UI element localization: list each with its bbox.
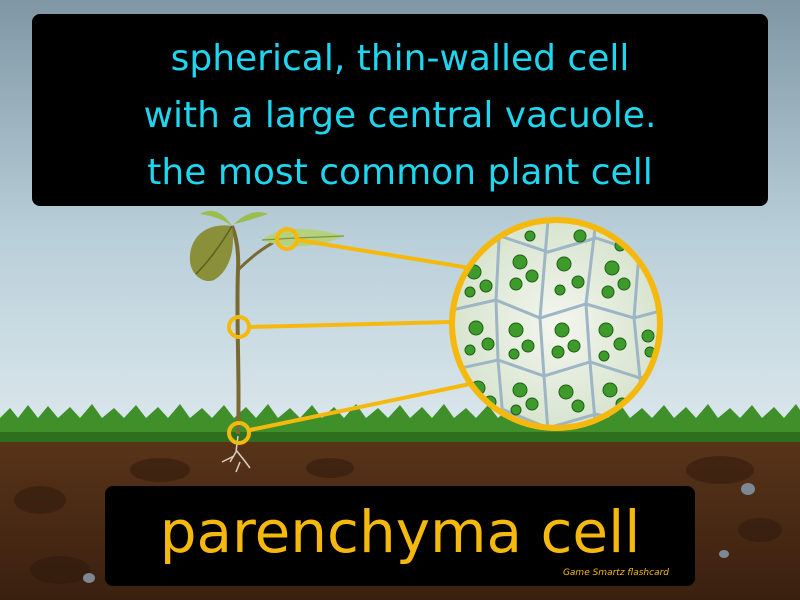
definition-line-1: spherical, thin-walled cell: [170, 38, 630, 79]
soil-stones: [14, 456, 782, 584]
flashcard-credit: Game Smartz flashcard: [562, 568, 669, 578]
stem-marker-icon: [227, 315, 251, 339]
magnified-cells-circle-icon: [449, 217, 663, 431]
soil-pebbles: [83, 483, 755, 583]
term-box: parenchyma cell Game Smartz flashcard: [105, 486, 695, 586]
root-marker-icon: [227, 421, 251, 445]
top-leaves: [200, 210, 232, 226]
chloroplasts: [464, 229, 656, 416]
grass-shadow: [0, 432, 800, 442]
callout-markers: [227, 227, 299, 445]
plant-seedling-icon: [189, 210, 345, 282]
callout-lines: [248, 238, 472, 432]
definition-line-3: the most common plant cell: [147, 152, 653, 193]
plant-stem: [230, 225, 241, 435]
term-title: parenchyma cell: [159, 498, 641, 566]
left-leaf: [189, 225, 234, 282]
definition-line-2: with a large central vacuole.: [143, 95, 657, 136]
definition-box: spherical, thin-walled cell with a large…: [32, 14, 768, 206]
leaf-marker-icon: [275, 227, 299, 251]
